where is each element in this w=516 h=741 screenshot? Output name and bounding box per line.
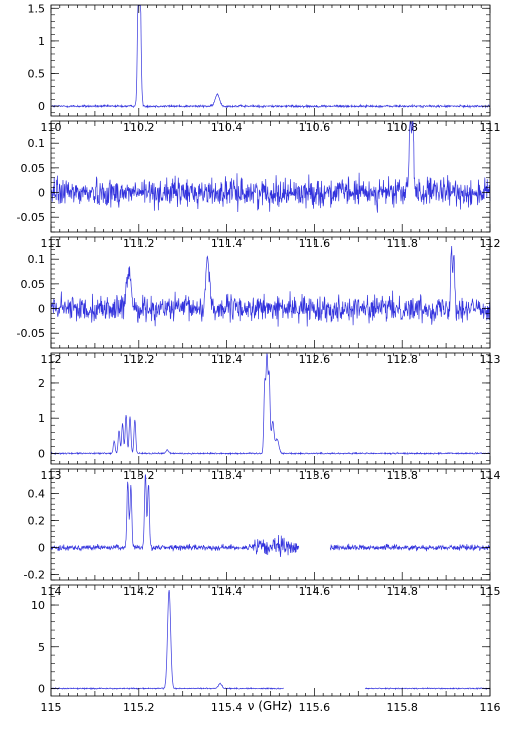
- x-tick-label: 115.6: [299, 701, 331, 714]
- spectrum-line-4: [50, 353, 491, 456]
- y-tick-label: 0.4: [28, 487, 46, 500]
- x-axis-label: ν (GHz): [248, 699, 293, 713]
- y-tick-label: 0.1: [28, 253, 46, 266]
- y-tick-label: -0.2: [24, 569, 45, 582]
- y-tick-label: 0: [38, 447, 45, 460]
- y-tick-label: 0.5: [28, 68, 46, 81]
- y-tick-label: 0.2: [28, 514, 46, 527]
- spectrum-line-3: [50, 245, 491, 327]
- y-tick-label: 0.05: [21, 162, 46, 175]
- x-tick-label: 115.8: [386, 701, 418, 714]
- panel-6: 115 115.2 115.4 115.6 115.8 116 0 5 10: [31, 584, 501, 714]
- spectrum-line-6: [50, 590, 491, 691]
- y-tick-label: -0.05: [17, 211, 45, 224]
- y-tick-label: 10: [31, 599, 45, 612]
- y-tick-label: -0.05: [17, 327, 45, 340]
- y-tick-label: 0: [38, 100, 45, 113]
- y-tick-label: 0.05: [21, 278, 46, 291]
- x-tick-label: 115.2: [123, 701, 155, 714]
- x-tick-label: 115: [41, 701, 62, 714]
- y-tick-label: 0: [38, 187, 45, 200]
- y-tick-label: 0: [38, 542, 45, 555]
- y-tick-label: 0: [38, 682, 45, 695]
- spectrum-line-5: [50, 473, 491, 558]
- y-tick-label: 1.5: [28, 2, 46, 15]
- y-tick-label: 0.1: [28, 137, 46, 150]
- y-tick-label: 2: [38, 377, 45, 390]
- panel-5: 114 114.2 114.4 114.6 114.8 115-0.200.20.4: [24, 468, 501, 598]
- x-tick-label: 116: [480, 701, 501, 714]
- spectrum-line-2: [50, 121, 491, 213]
- y-tick-label: 0: [38, 303, 45, 316]
- y-tick-label: 1: [38, 412, 45, 425]
- y-tick-label: 5: [38, 641, 45, 654]
- spectrum-line-1: [50, 5, 491, 109]
- y-tick-label: 1: [38, 35, 45, 48]
- x-tick-label: 115.4: [211, 701, 243, 714]
